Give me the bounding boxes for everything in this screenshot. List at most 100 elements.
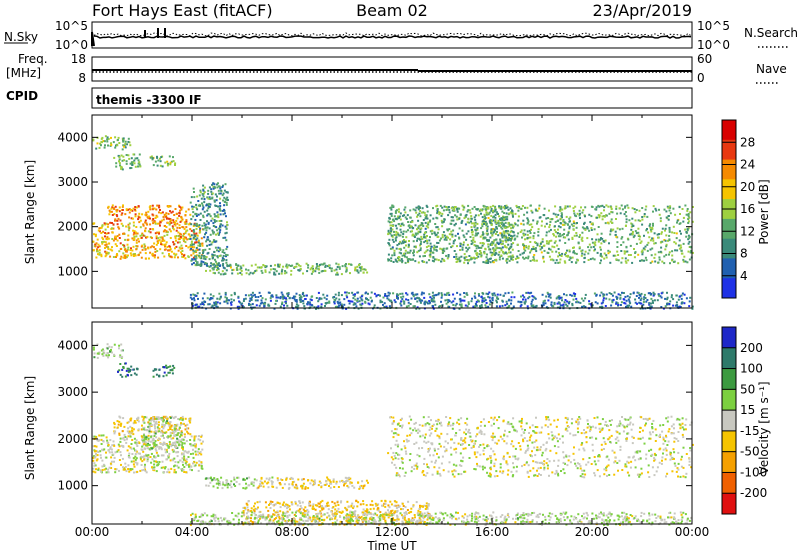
power-cell <box>527 220 530 223</box>
velocity-cell <box>188 465 190 468</box>
power-cell <box>659 295 662 298</box>
power-cell <box>383 302 386 305</box>
power-cell <box>335 273 338 276</box>
power-cell <box>636 302 638 305</box>
power-cell <box>214 240 217 243</box>
power-cell <box>126 238 129 241</box>
power-cell <box>147 247 150 250</box>
power-cell <box>167 205 170 208</box>
power-cell <box>431 294 434 297</box>
power-cell <box>332 296 335 299</box>
power-cell <box>99 227 102 230</box>
power-cell <box>454 239 456 242</box>
power-cell <box>207 222 210 225</box>
power-cell <box>633 248 635 250</box>
power-cell <box>542 301 545 304</box>
velocity-cell <box>130 374 133 377</box>
velocity-cell <box>106 352 109 354</box>
power-cell <box>494 233 497 235</box>
power-cell <box>445 208 448 211</box>
power-cell <box>117 136 120 139</box>
power-cell <box>471 207 474 210</box>
power-cell <box>458 227 461 230</box>
power-cell <box>568 249 571 252</box>
power-cell <box>131 249 134 252</box>
power-cell <box>185 219 188 222</box>
power-cell <box>107 232 110 235</box>
power-cell <box>490 214 493 217</box>
power-cell <box>673 232 676 234</box>
power-region-3 <box>92 222 204 260</box>
power-cell <box>518 206 521 208</box>
power-cell <box>286 304 289 307</box>
velocity-cell <box>142 441 145 444</box>
power-cell <box>424 255 426 257</box>
nave-label: Nave <box>756 62 787 76</box>
power-cell <box>211 267 214 270</box>
power-cell <box>654 242 657 245</box>
power-cell <box>474 296 477 299</box>
power-cell <box>204 227 207 230</box>
power-cell <box>189 201 192 204</box>
power-cell <box>151 253 154 256</box>
velocity-cell <box>119 373 122 376</box>
power-cell <box>463 292 466 294</box>
velocity-cell <box>136 462 139 465</box>
power-cell <box>143 234 146 237</box>
velocity-cell <box>142 437 145 440</box>
power-cell <box>156 156 159 159</box>
power-cell <box>558 239 561 242</box>
power-cell <box>623 250 626 253</box>
power-cell <box>485 227 488 230</box>
power-cell <box>590 205 593 208</box>
power-cell <box>589 258 592 261</box>
power-cell <box>600 242 603 245</box>
velocity-cell <box>216 478 219 481</box>
velocity-cell <box>167 456 170 459</box>
power-cell <box>159 164 162 167</box>
power-cell <box>643 296 646 299</box>
power-cell <box>132 238 135 241</box>
power-cell <box>681 252 684 255</box>
velocity-cell <box>200 461 203 464</box>
power-cell <box>530 291 533 294</box>
nsky-label: N.Sky <box>4 30 38 44</box>
power-cell <box>480 306 483 309</box>
velocity-cell <box>181 431 183 434</box>
power-cell <box>559 207 562 210</box>
power-cell <box>389 299 392 302</box>
power-cell <box>533 254 536 256</box>
power-cell <box>599 246 602 249</box>
power-cell <box>527 218 529 221</box>
power-cell <box>502 230 505 233</box>
power-cell <box>637 292 640 295</box>
power-cell <box>178 224 181 227</box>
velocity-cell <box>135 443 138 446</box>
power-cell <box>115 162 118 165</box>
power-cell <box>448 208 451 211</box>
power-cell <box>429 247 432 250</box>
power-cell <box>659 220 662 223</box>
power-cell <box>349 300 352 303</box>
power-cell <box>305 294 308 297</box>
power-cell <box>481 231 484 234</box>
power-cell <box>660 306 663 308</box>
velocity-cell <box>148 444 151 446</box>
power-cell <box>158 232 160 235</box>
power-cell <box>436 217 439 220</box>
power-cell <box>297 269 300 272</box>
power-cell <box>308 302 311 305</box>
power-cell <box>575 234 578 237</box>
power-cell <box>207 192 210 195</box>
power-cell <box>426 217 429 220</box>
power-cell <box>575 232 578 234</box>
power-cell <box>611 301 614 304</box>
velocity-cell <box>329 482 332 485</box>
power-cell <box>473 224 476 227</box>
power-cell <box>437 242 440 244</box>
power-cell <box>569 205 571 208</box>
velocity-cell <box>119 437 122 440</box>
power-cell <box>494 249 497 252</box>
power-cell <box>642 298 645 301</box>
power-cell <box>135 239 138 242</box>
